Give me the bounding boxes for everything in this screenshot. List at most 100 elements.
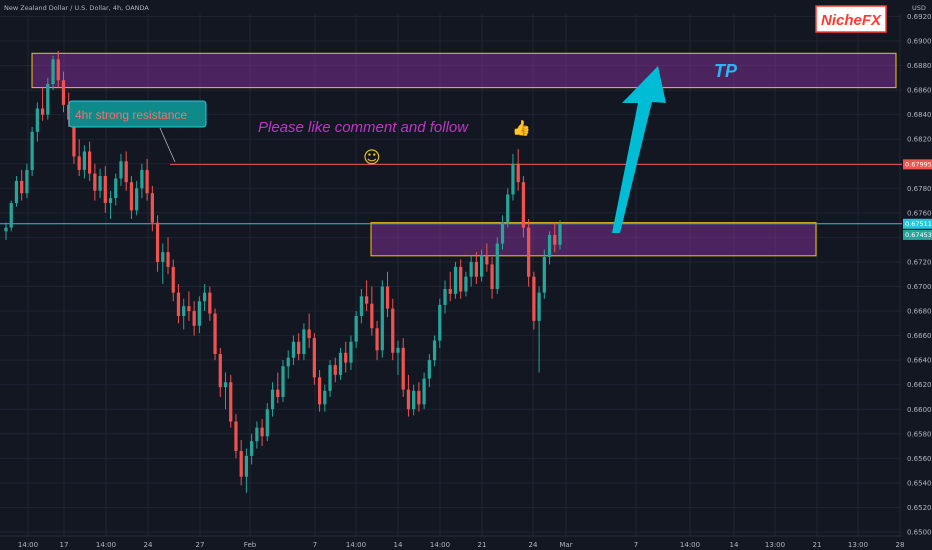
tp-label: TP [714,61,738,81]
candle-body [291,341,296,358]
candle-body [30,131,34,170]
price-badge-text: 0.67995 [905,161,932,169]
candle-body [82,151,87,170]
candle-body [479,255,484,277]
candle-body [176,292,181,316]
candle-body [370,303,374,329]
candle-body [312,338,316,378]
candle-body [4,227,8,232]
candle-body [234,421,238,451]
candle-body [453,266,458,294]
price-badge [903,159,932,170]
candle-body [328,365,332,391]
candle-body [365,296,369,304]
candle-body [171,266,175,293]
candle-body [270,389,275,410]
candle-body [537,292,541,321]
x-tick-label: 24 [144,541,153,549]
support-zone[interactable] [370,222,817,257]
candle-body [302,329,306,355]
price-badge [903,229,932,240]
candle-body [35,108,39,132]
price-badges: 0.67995 0.67511 0.67453 [903,159,932,240]
candle-body [61,80,66,105]
candle-body [385,286,390,309]
candle-body [286,357,290,367]
candle-body [506,194,510,223]
candle-body [182,306,186,316]
time-axis[interactable]: 14:00 17 14:00 24 27 Feb 7 14:00 14 14:00 21 24 Mar 7… [18,541,905,549]
logo-text: NicheFX [821,12,882,29]
tp-zone[interactable] [31,52,897,89]
x-tick-label: 17 [60,541,69,549]
candle-body [218,354,222,388]
candle-body [317,377,322,405]
candle-body [244,455,249,477]
candle-body [547,234,552,258]
candle-body [72,119,76,157]
candle-body [20,180,24,194]
candle-body [558,223,562,245]
candle-body [150,193,154,223]
callout-pointer [159,127,176,163]
candle-body [265,409,269,437]
x-tick-label: 14:00 [680,541,700,549]
candle-body [323,390,327,405]
cta-text: Please like comment and follow [258,119,469,136]
candle-body [93,173,97,191]
candle-body [459,266,463,292]
candle-body [46,83,50,115]
candle-body [338,352,343,375]
x-tick-label: 27 [196,541,205,549]
candle-body [51,59,55,84]
candle-body [187,306,191,312]
resistance-callout-box [68,100,207,128]
candle-body [56,59,60,81]
candle-body [114,178,118,199]
x-tick-label: 21 [478,541,487,549]
candle-body [155,222,160,262]
candle-body [422,378,426,405]
candle-body [108,198,113,204]
candle-body [349,341,353,363]
smiley-icon: ☺ [363,148,381,168]
zones [31,52,897,257]
candle-body [77,156,81,170]
candle-body [401,347,405,390]
candle-body [135,188,139,211]
logo-box [815,5,887,33]
candle-body [192,311,196,326]
candle-body [448,288,452,294]
candle-body [427,360,431,379]
candle-body [88,151,92,174]
candle-body [464,276,468,292]
candle-body [239,450,243,477]
candle-body [344,352,348,363]
candle-body [443,288,447,305]
candle-body [391,308,395,353]
candle-body [490,264,494,289]
price-badge-text: 0.67511 [905,220,932,228]
x-tick-label: 14:00 [430,541,450,549]
x-tick-label: 14 [394,541,403,549]
x-tick-label: 24 [529,541,538,549]
candle-body [129,182,134,211]
candle-body [124,161,128,183]
x-tick-label: 13:00 [848,541,868,549]
candle-body [166,252,170,267]
candle-body [527,227,531,277]
candle-body [532,276,536,321]
candle-body [333,365,337,375]
price-badge [903,218,932,229]
candle-body [145,169,149,194]
